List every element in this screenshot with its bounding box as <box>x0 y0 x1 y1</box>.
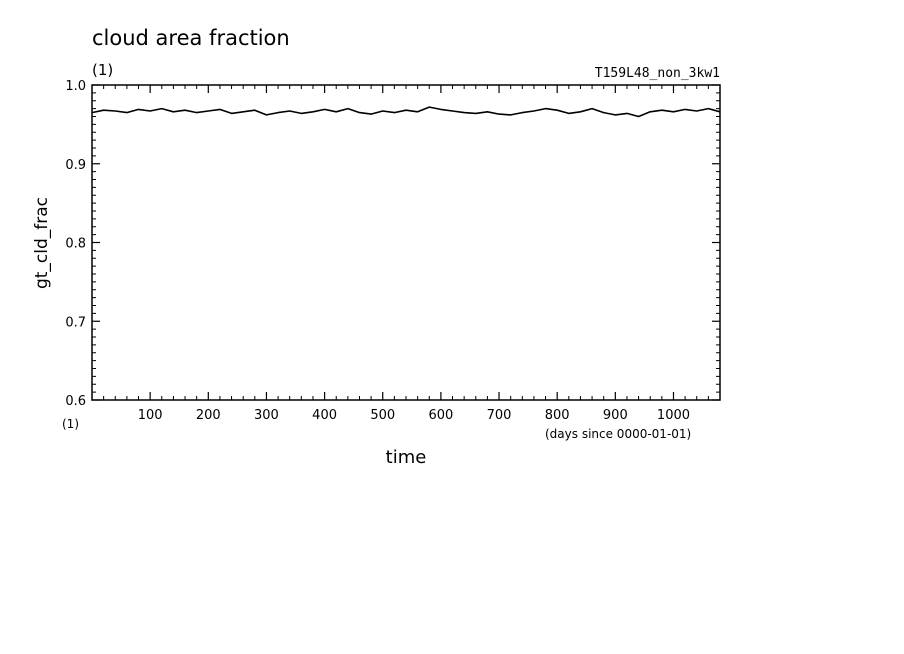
x-tick-label: 700 <box>487 408 512 423</box>
x-tick-label: 600 <box>428 408 453 423</box>
x-tick-label: 1000 <box>657 408 690 423</box>
y-tick-label: 0.7 <box>65 315 86 330</box>
title-unit: (1) <box>92 61 113 79</box>
x-tick-label: 900 <box>603 408 628 423</box>
y-tick-label: 0.6 <box>65 394 86 409</box>
x-axis-label: time <box>386 447 427 468</box>
y-tick-label: 0.9 <box>65 158 86 173</box>
run-label: T159L48_non_3kw1 <box>595 66 720 81</box>
y-axis-label: gt_cld_frac <box>32 197 52 289</box>
x-tick-label: 200 <box>196 408 221 423</box>
x-axis-unit: (days since 0000-01-01) <box>545 427 691 441</box>
series-line-group <box>91 106 721 118</box>
y-tick-label: 0.8 <box>65 237 86 252</box>
tick-labels: 100 200 300 400 500 600 700 800 900 1000 0.6 0.7 0.8… <box>65 79 690 423</box>
x-tick-label: 100 <box>138 408 163 423</box>
x-tick-label: 300 <box>254 408 279 423</box>
y-axis-unit: (1) <box>62 417 79 431</box>
y-tick-label: 1.0 <box>65 79 86 94</box>
x-tick-label: 500 <box>370 408 395 423</box>
x-tick-label: 400 <box>312 408 337 423</box>
plot-frame <box>91 84 721 401</box>
axis-ticks <box>92 84 720 401</box>
chart-title: cloud area fraction <box>92 26 290 50</box>
x-tick-label: 800 <box>545 408 570 423</box>
series-line <box>91 106 721 118</box>
